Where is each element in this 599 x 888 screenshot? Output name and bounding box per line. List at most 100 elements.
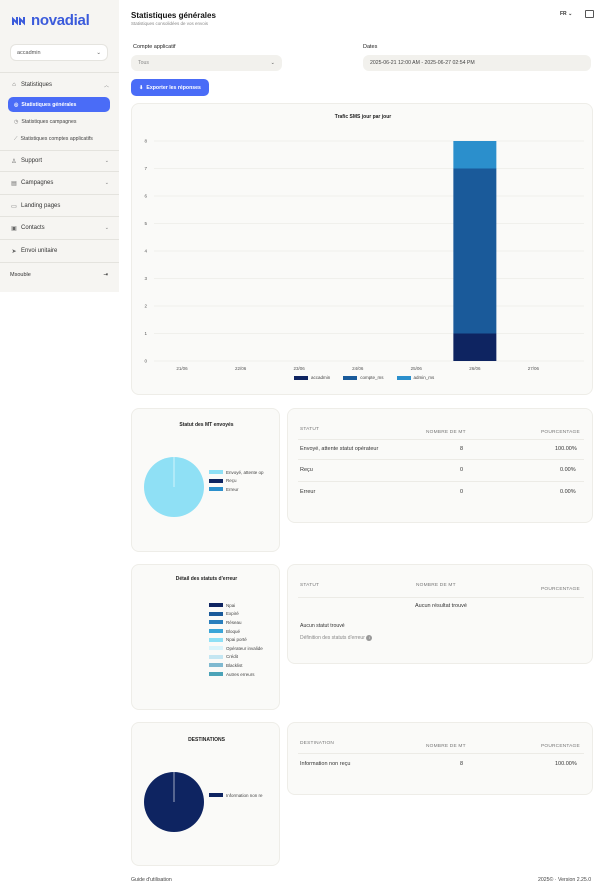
chat-icon[interactable]	[585, 10, 594, 18]
legend-swatch	[209, 470, 223, 475]
guide-link[interactable]: Guide d'utilisation	[131, 877, 172, 883]
nav-support[interactable]: ♙ Support ⌄	[8, 154, 111, 168]
col-header-nombre: NOMBRE DE MT	[416, 583, 456, 588]
chart-title: Trafic SMS jour par jour	[334, 114, 392, 120]
legend-item[interactable]: Autres erreurs	[209, 670, 263, 679]
x-tick-label: 25/06	[411, 366, 423, 371]
legend-label: Blacklist	[226, 662, 243, 668]
legend-item[interactable]: Opérateur invalide	[209, 644, 263, 653]
account-select[interactable]: accadmin ⌄	[10, 44, 108, 61]
y-tick-label: 8	[144, 139, 147, 144]
x-tick-label: 26/06	[469, 366, 481, 371]
divider	[0, 262, 119, 263]
account-filter-value: Tous	[138, 60, 149, 66]
x-tick-label: 24/06	[352, 366, 364, 371]
nav-label: Support	[21, 158, 43, 164]
page-icon: ▭	[11, 203, 17, 210]
legend-item[interactable]: Bloqué	[209, 627, 263, 636]
legend-label: compte_ms	[360, 375, 384, 380]
nav-landing[interactable]: ▭ Landing pages	[8, 199, 111, 213]
table-cell-statut: Reçu	[300, 467, 313, 473]
logo-icon	[12, 16, 25, 25]
nav-statistiques[interactable]: ⌂ Statistiques ︿	[8, 78, 111, 92]
legend-item[interactable]: admin_ms	[396, 375, 434, 380]
legend-item[interactable]: Npai porté	[209, 635, 263, 644]
info-icon: i	[366, 635, 373, 641]
brand-name: novadial	[31, 12, 90, 29]
legend-label: Erreur	[226, 486, 239, 492]
no-status-text: Aucun statut trouvé	[300, 623, 345, 629]
legend-label: Opérateur invalide	[226, 645, 263, 651]
x-tick-label: 27/06	[528, 366, 540, 371]
nav-label: Statistiques	[21, 82, 53, 88]
bar-segment-compte_ms[interactable]	[453, 168, 497, 334]
nav-label: Statistiques campagnes	[21, 118, 77, 125]
legend-swatch	[209, 629, 223, 634]
legend-swatch	[209, 478, 223, 483]
legend-item[interactable]: Envoyé, attente op	[209, 468, 264, 477]
col-header-pourcentage: POURCENTAGE	[541, 430, 580, 435]
logo[interactable]: novadial	[12, 12, 90, 29]
nav-label: Statistiques générales	[21, 101, 77, 108]
col-header-nombre: NOMBRE DE MT	[426, 430, 466, 435]
y-tick-label: 7	[144, 166, 147, 171]
y-tick-label: 5	[144, 221, 147, 226]
nav-envoi-unitaire[interactable]: ➤ Envoi unitaire	[8, 244, 111, 258]
y-tick-label: 1	[144, 331, 147, 336]
chevron-down-icon: ⌄	[104, 180, 109, 186]
divider	[0, 194, 119, 195]
col-header-destination: DESTINATION	[300, 741, 335, 746]
chevron-up-icon: ︿	[103, 82, 109, 89]
nav-campagnes[interactable]: ▤ Campagnes ⌄	[8, 176, 111, 190]
send-icon: ➤	[11, 248, 17, 255]
dates-filter-input[interactable]: 2025-06-21 12:00 AM - 2025-06-27 02:54 P…	[363, 55, 591, 71]
export-button[interactable]: ⬇ Exporter les réponses	[131, 79, 209, 96]
legend-label: Reçu	[226, 478, 237, 484]
error-detail-card: Détail des statuts d'erreur Npai Expiré Ré…	[131, 564, 280, 710]
legend-item[interactable]: Npai	[209, 601, 263, 610]
definition-link[interactable]: Définition des statuts d'erreur i	[300, 635, 373, 641]
legend-swatch	[209, 603, 223, 608]
col-header-pourcentage: POURCENTAGE	[541, 587, 580, 592]
legend-swatch	[396, 375, 411, 380]
logout-icon[interactable]: ⇥	[103, 272, 108, 278]
person-icon: ♙	[11, 158, 17, 165]
account-select-value: accadmin	[17, 49, 41, 56]
chevron-down-icon: ⌄	[568, 11, 573, 17]
error-detail-title: Détail des statuts d'erreur	[175, 576, 238, 582]
account-filter-select[interactable]: Tous ⌄	[131, 55, 282, 71]
legend-item[interactable]: Crédit	[209, 653, 263, 662]
legend-item[interactable]: Expiré	[209, 610, 263, 619]
nav-contacts[interactable]: ▣ Contacts ⌄	[8, 221, 111, 235]
nav-stats-generales[interactable]: ◎ Statistiques générales	[8, 97, 110, 112]
nav-stats-comptes[interactable]: ⟋ Statistiques comptes applicatifs	[8, 131, 110, 146]
table-cell-nombre: 0	[460, 467, 464, 473]
col-header-pourcentage: POURCENTAGE	[541, 744, 580, 749]
destinations-table-card: DESTINATION NOMBRE DE MT POURCENTAGE Inf…	[287, 722, 593, 795]
legend-item[interactable]: Erreur	[209, 485, 264, 494]
chevron-down-icon: ⌄	[270, 60, 275, 66]
legend-item[interactable]: Blacklist	[209, 661, 263, 670]
bar-segment-accadmin[interactable]	[453, 333, 497, 362]
export-label: Exporter les réponses	[146, 84, 201, 91]
legend-item[interactable]: Information non re	[209, 791, 263, 800]
bar-segment-admin_ms[interactable]	[453, 141, 497, 169]
language-value: FR	[560, 11, 567, 17]
legend-item[interactable]: accadmin	[294, 375, 330, 380]
legend-swatch	[209, 793, 223, 798]
language-select[interactable]: FR ⌄	[560, 11, 572, 17]
legend-item[interactable]: Réseau	[209, 618, 263, 627]
globe-icon: ◎	[14, 101, 19, 108]
y-tick-label: 6	[144, 194, 147, 199]
nav-label: Envoi unitaire	[21, 248, 58, 254]
legend-item[interactable]: compte_ms	[343, 375, 384, 380]
table-cell-nombre: 8	[460, 446, 464, 452]
table-cell-destination: Information non reçu	[300, 761, 351, 767]
y-tick-label: 4	[144, 249, 147, 254]
legend-label: accadmin	[311, 375, 331, 380]
nav-stats-campagnes[interactable]: ◷ Statistiques campagnes	[8, 114, 110, 129]
legend-label: Autres erreurs	[226, 671, 255, 677]
divider	[0, 72, 119, 73]
user-row: Msouble ⇥	[10, 272, 108, 278]
legend-item[interactable]: Reçu	[209, 477, 264, 486]
